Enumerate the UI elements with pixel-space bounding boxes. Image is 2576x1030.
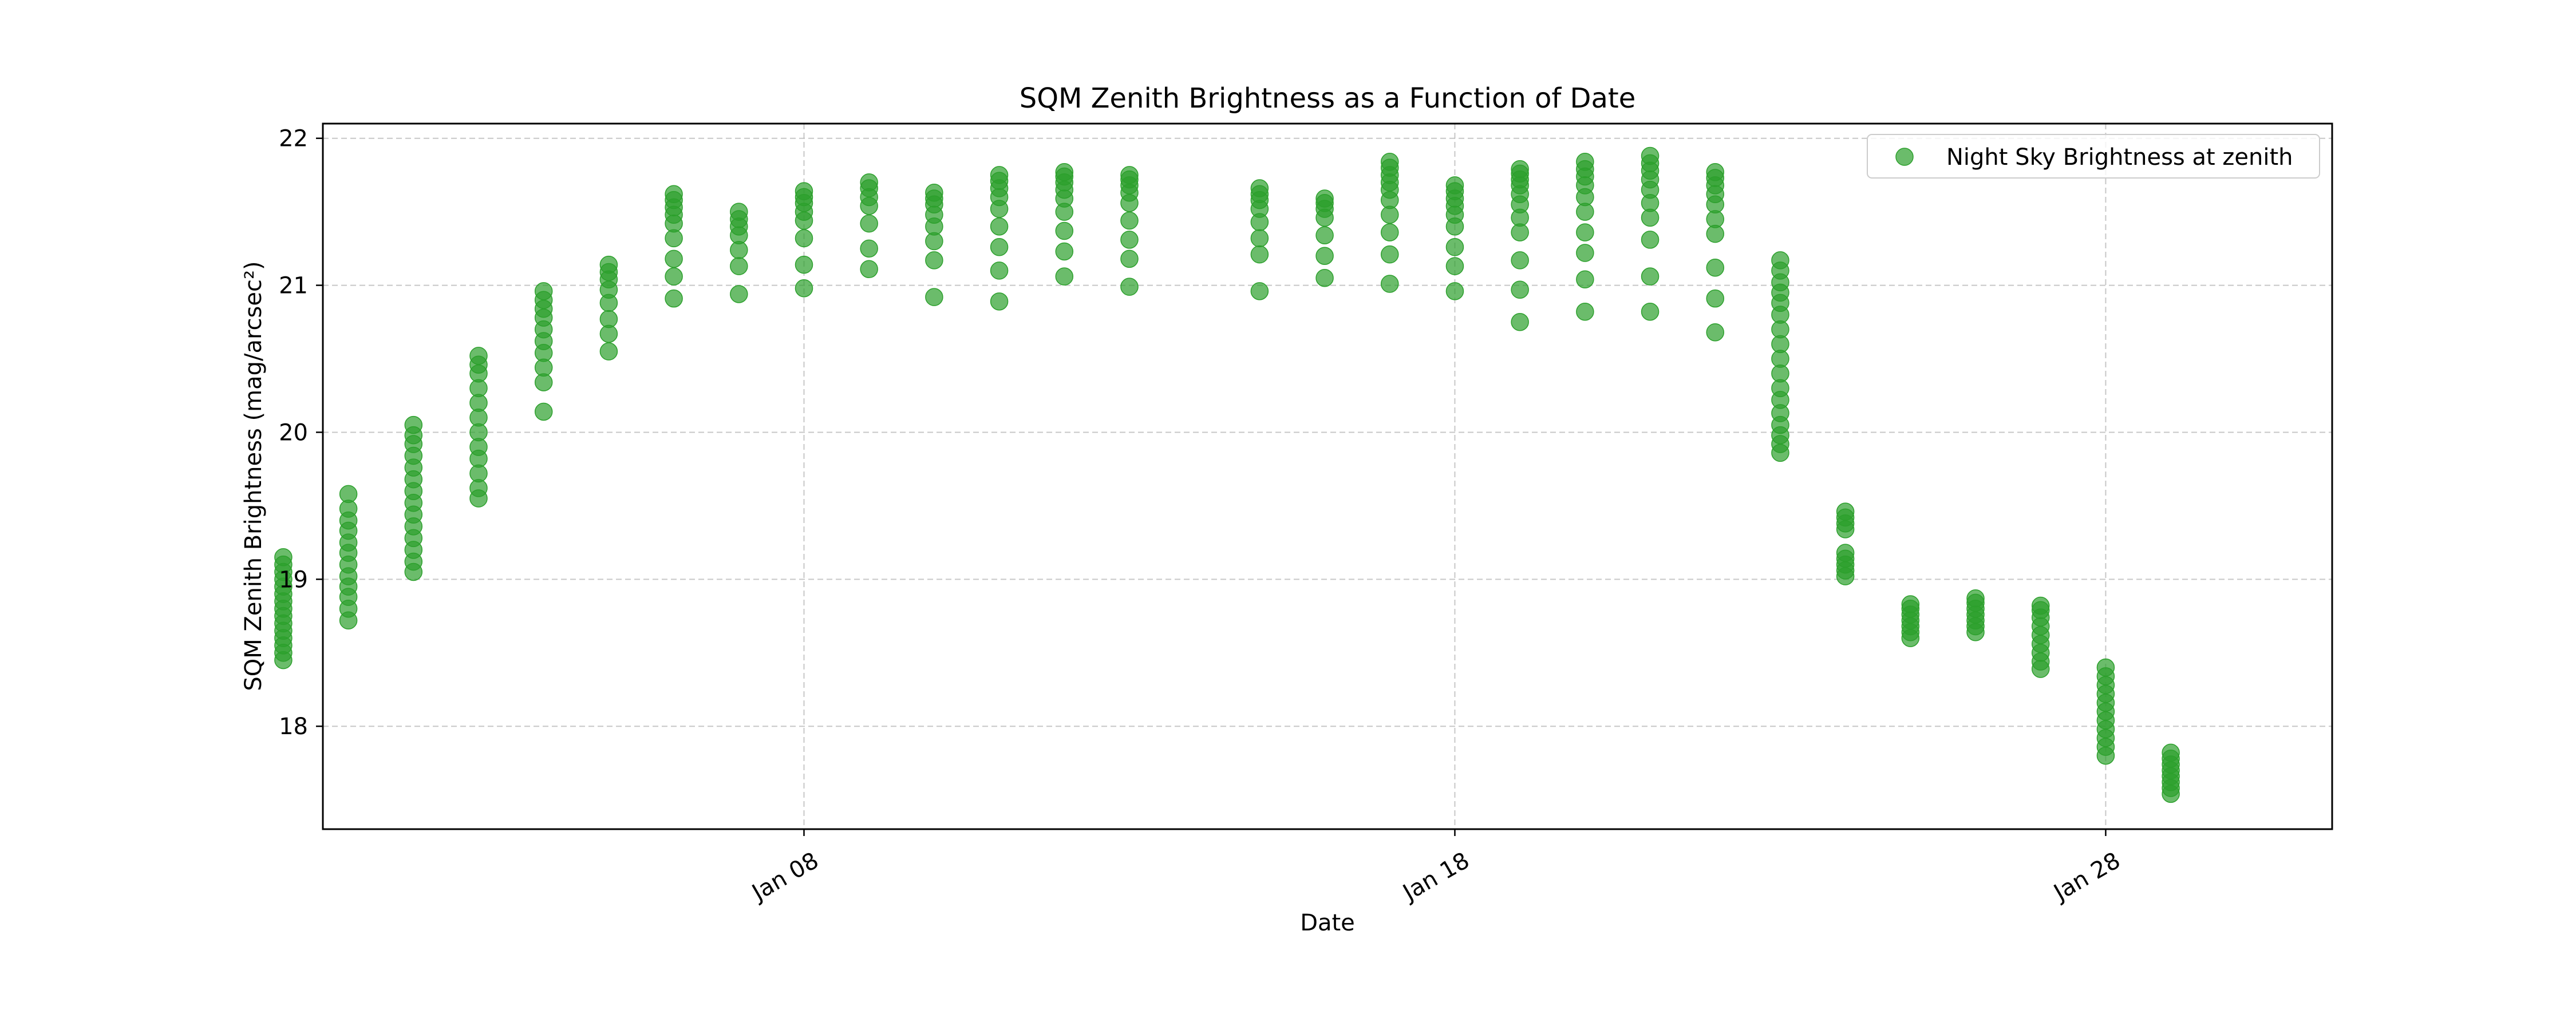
data-point: [1315, 247, 1334, 265]
legend-box: [1867, 134, 2320, 179]
data-point: [795, 229, 813, 248]
data-point: [1511, 280, 1529, 299]
data-point: [665, 289, 683, 308]
data-point: [990, 292, 1009, 311]
data-point: [1966, 589, 1985, 608]
data-point: [860, 239, 878, 258]
data-point: [1706, 323, 1724, 342]
data-point: [1576, 223, 1594, 241]
data-point: [1120, 249, 1139, 268]
plot-area-frame: [322, 122, 2333, 830]
chart-title: SQM Zenith Brightness as a Function of D…: [1020, 82, 1636, 114]
data-point: [1706, 258, 1724, 277]
data-point: [925, 183, 943, 202]
data-point: [1381, 245, 1399, 264]
data-point: [730, 257, 748, 275]
data-point: [1706, 163, 1724, 181]
data-point: [1120, 166, 1139, 184]
legend-marker: [1895, 148, 1914, 166]
y-tick-label: 20: [279, 419, 308, 446]
data-point: [1120, 231, 1139, 249]
data-point: [2162, 743, 2180, 762]
data-point: [599, 342, 618, 360]
y-axis-ticks: 18 19 20 21 22: [279, 126, 323, 740]
data-point: [599, 255, 618, 274]
data-point: [1836, 544, 1855, 562]
data-point: [1250, 282, 1269, 300]
data-point: [1055, 163, 1074, 181]
data-point: [1381, 223, 1399, 241]
data-point: [1641, 267, 1660, 286]
data-point: [534, 402, 553, 421]
data-point: [1511, 160, 1529, 179]
data-point: [990, 238, 1009, 256]
data-point: [665, 185, 683, 204]
data-point: [795, 255, 813, 274]
data-point: [1576, 270, 1594, 289]
data-point: [1576, 153, 1594, 171]
data-point: [860, 214, 878, 233]
x-axis-label: Date: [1300, 910, 1355, 936]
data-point: [1511, 251, 1529, 270]
data-point: [1641, 303, 1660, 321]
data-point: [339, 485, 358, 504]
legend: Night Sky Brightness at zenith: [1867, 134, 2320, 179]
y-tick-label: 18: [279, 714, 308, 740]
data-point: [730, 203, 748, 221]
data-point: [274, 548, 293, 566]
data-point: [990, 217, 1009, 236]
data-point: [1445, 257, 1464, 275]
data-point: [1381, 153, 1399, 171]
data-point: [1641, 146, 1660, 165]
data-point: [1315, 189, 1334, 208]
data-point: [1836, 502, 1855, 521]
data-point: [1445, 176, 1464, 195]
scatter-points: [274, 146, 2180, 803]
data-point: [1901, 595, 1920, 613]
data-point: [1315, 226, 1334, 244]
data-point: [1706, 289, 1724, 308]
data-point: [1641, 231, 1660, 249]
data-point: [404, 415, 423, 434]
data-point: [1771, 251, 1789, 270]
data-point: [1250, 245, 1269, 264]
data-point: [1250, 179, 1269, 197]
data-point: [990, 262, 1009, 280]
data-point: [730, 285, 748, 303]
data-point: [1576, 303, 1594, 321]
y-axis-label: SQM Zenith Brightness (mag/arcsec²): [240, 261, 267, 691]
data-point: [1055, 267, 1074, 286]
data-point: [795, 182, 813, 200]
data-point: [665, 249, 683, 268]
legend-label: Night Sky Brightness at zenith: [1946, 144, 2293, 171]
data-point: [469, 347, 488, 365]
data-point: [1120, 211, 1139, 230]
data-point: [534, 282, 553, 300]
data-point: [665, 267, 683, 286]
data-point: [860, 173, 878, 192]
y-tick-label: 22: [279, 126, 308, 152]
data-point: [1055, 221, 1074, 240]
data-point: [1381, 275, 1399, 293]
data-point: [1576, 244, 1594, 262]
data-point: [1511, 313, 1529, 331]
data-point: [1250, 229, 1269, 248]
data-point: [2096, 658, 2115, 677]
data-point: [925, 251, 943, 270]
data-point: [2031, 596, 2050, 615]
data-point: [1315, 268, 1334, 287]
data-point: [795, 279, 813, 298]
data-point: [599, 310, 618, 328]
y-tick-label: 21: [279, 273, 308, 299]
data-point: [1445, 282, 1464, 300]
data-point: [1055, 242, 1074, 261]
data-point: [1120, 278, 1139, 296]
data-point: [1445, 238, 1464, 256]
data-point: [925, 288, 943, 306]
y-tick-label: 19: [279, 566, 308, 593]
data-point: [860, 260, 878, 279]
data-point: [990, 166, 1009, 184]
